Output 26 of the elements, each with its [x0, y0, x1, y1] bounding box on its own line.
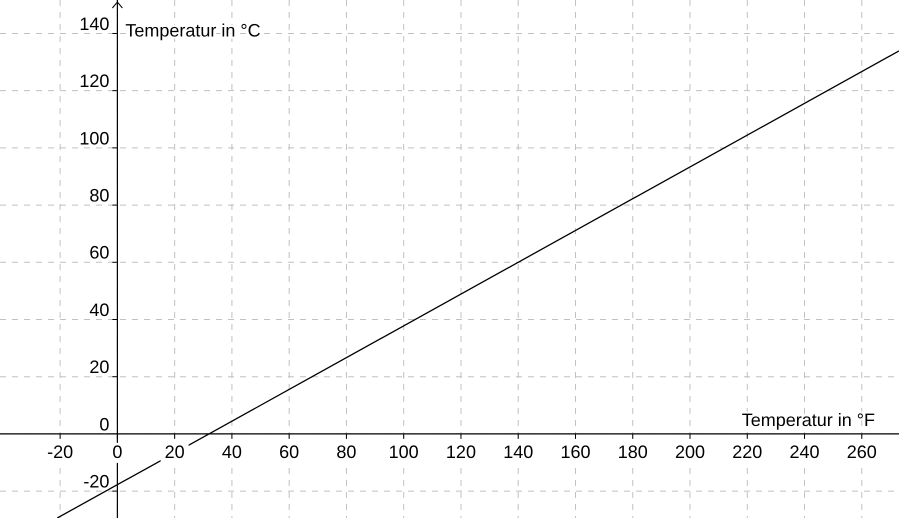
x-tick-label: 120 [446, 442, 476, 462]
x-tick-label: 180 [618, 442, 648, 462]
y-tick-label: -20 [83, 472, 110, 492]
x-tick-label: 240 [789, 442, 820, 462]
y-tick-label: 60 [89, 242, 110, 263]
x-tick-label: 220 [732, 442, 762, 462]
y-tick-label: 80 [89, 185, 110, 206]
x-tick-label: 80 [336, 442, 356, 462]
y-axis-title: Temperatur in °C [125, 20, 261, 40]
y-tick-label: 20 [89, 357, 110, 378]
x-tick-label: 0 [112, 442, 122, 462]
y-tick-label: 0 [99, 414, 110, 434]
x-tick-label: 20 [164, 442, 185, 462]
x-tick-label: 140 [503, 442, 534, 462]
x-tick-label: 100 [388, 442, 419, 462]
x-tick-label: -20 [47, 442, 74, 462]
x-tick-label: 200 [674, 442, 706, 462]
y-tick-label: 40 [89, 300, 110, 320]
x-tick-label: 160 [560, 442, 590, 462]
y-tick-label: 140 [79, 14, 110, 34]
x-tick-label: 60 [279, 442, 300, 462]
y-tick-label: 100 [79, 128, 110, 148]
y-tick-label: 120 [79, 71, 110, 92]
x-tick-label: 40 [222, 442, 242, 462]
x-tick-label: 260 [846, 442, 877, 462]
x-axis-title: Temperatur in °F [742, 410, 875, 430]
